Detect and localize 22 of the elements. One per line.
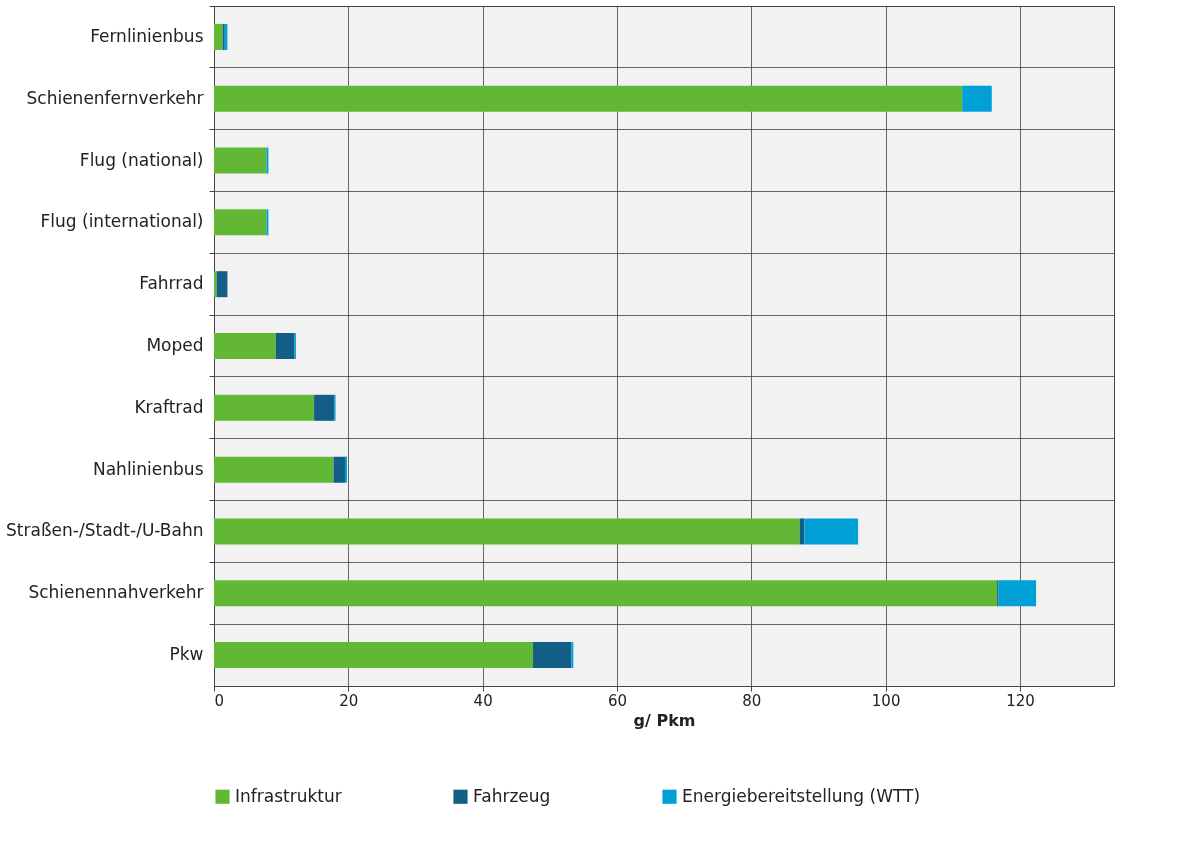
x-tick-label: 80 (742, 691, 762, 710)
x-tick-label: 0 (214, 691, 225, 710)
legend-label: Energiebereitstellung (WTT) (682, 785, 921, 806)
y-tick-label: Pkw (169, 644, 204, 665)
y-tick-label: Kraftrad (134, 396, 204, 417)
y-tick-label: Fernlinienbus (90, 25, 204, 46)
y-tick-label: Schienenfernverkehr (26, 87, 204, 108)
x-tick-label: 20 (339, 691, 359, 710)
legend-label: Infrastruktur (235, 785, 342, 806)
x-tick-label: 60 (607, 691, 628, 710)
y-tick-label: Nahlinienbus (92, 458, 204, 479)
y-tick-label: Flug (national) (79, 149, 204, 170)
x-axis-title: g/ Pkm (633, 710, 696, 730)
legend-label: Fahrzeug (473, 785, 551, 806)
y-tick-label: Flug (international) (40, 211, 204, 232)
y-tick-label: Straßen-/Stadt-/U-Bahn (6, 520, 204, 541)
y-tick-label: Fahrrad (139, 273, 204, 294)
x-tick-label: 40 (473, 691, 493, 710)
y-tick-label: Moped (146, 335, 204, 355)
x-tick-label: 100 (871, 691, 901, 710)
x-tick-label: 120 (1006, 691, 1035, 710)
y-tick-label: Schienennahverkehr (28, 582, 204, 603)
